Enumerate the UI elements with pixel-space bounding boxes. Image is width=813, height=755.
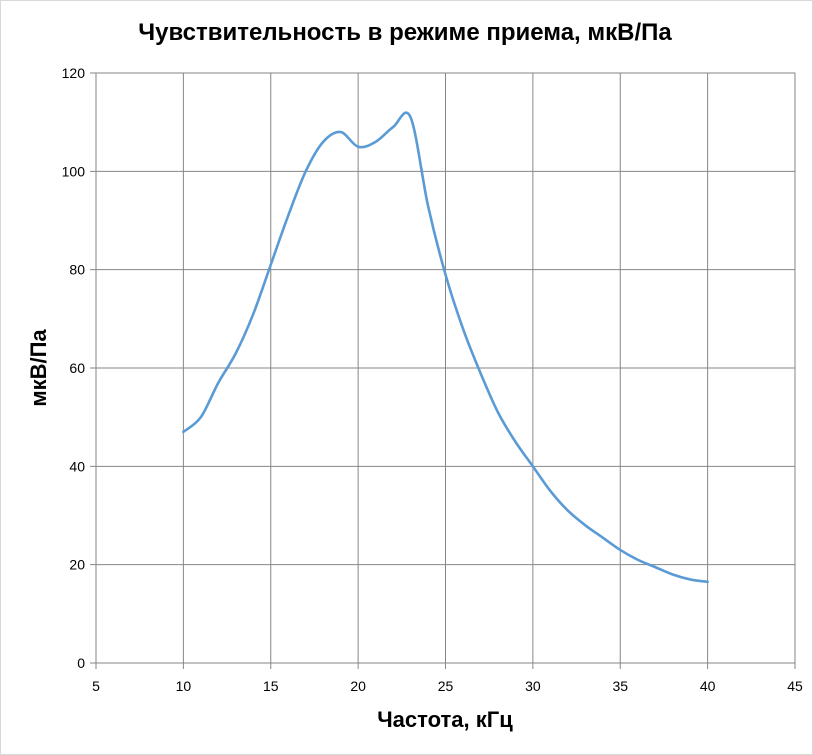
data-point	[706, 580, 710, 584]
x-axis-title: Частота, кГц	[377, 707, 513, 732]
data-point	[444, 273, 448, 277]
y-tick-label: 60	[69, 360, 85, 376]
y-tick-labels: 0 20 40 60 80 100 120	[62, 65, 86, 671]
data-point	[636, 558, 640, 562]
data-point	[251, 312, 255, 316]
data-point	[339, 130, 343, 134]
data-point	[461, 327, 465, 331]
data-point	[409, 115, 413, 119]
chart-title: Чувствительность в режиме приема, мкВ/Па	[138, 19, 672, 46]
data-point	[426, 204, 430, 208]
y-axis-title: мкВ/Па	[26, 329, 51, 407]
x-tick-label: 45	[787, 678, 803, 694]
data-point	[199, 415, 203, 419]
x-tick-label: 10	[176, 678, 192, 694]
x-tick-label: 35	[612, 678, 628, 694]
data-point	[653, 565, 657, 569]
data-point	[321, 140, 325, 144]
plot-area-border	[95, 72, 796, 664]
data-point	[583, 523, 587, 527]
data-point	[286, 214, 290, 218]
data-point	[566, 509, 570, 513]
data-point	[513, 440, 517, 444]
data-point	[671, 573, 675, 577]
y-tick-label: 100	[62, 163, 86, 179]
x-tick-labels: 5 10 15 20 25 30 35 40 45	[92, 678, 803, 694]
x-tick-label: 5	[92, 678, 100, 694]
data-point	[216, 381, 220, 385]
x-tick-label: 25	[438, 678, 454, 694]
data-point	[269, 263, 273, 267]
x-tick-label: 15	[263, 678, 279, 694]
x-tick-label: 40	[700, 678, 716, 694]
data-point	[548, 489, 552, 493]
data-point	[688, 577, 692, 581]
data-point	[391, 125, 395, 129]
data-point	[234, 351, 238, 355]
data-point	[496, 410, 500, 414]
x-tick-label: 30	[525, 678, 541, 694]
data-point	[531, 464, 535, 468]
series-line	[182, 111, 709, 584]
data-point	[374, 140, 378, 144]
data-point	[181, 430, 185, 434]
data-point	[356, 145, 360, 149]
x-tick-label: 20	[350, 678, 366, 694]
y-tick-label: 120	[62, 65, 86, 81]
y-tick-label: 20	[69, 557, 85, 573]
data-point	[618, 548, 622, 552]
data-point	[601, 536, 605, 540]
y-tick-label: 80	[69, 262, 85, 278]
y-tick-label: 40	[69, 458, 85, 474]
data-point	[478, 371, 482, 375]
y-tick-label: 0	[77, 655, 85, 671]
data-point	[304, 169, 308, 173]
